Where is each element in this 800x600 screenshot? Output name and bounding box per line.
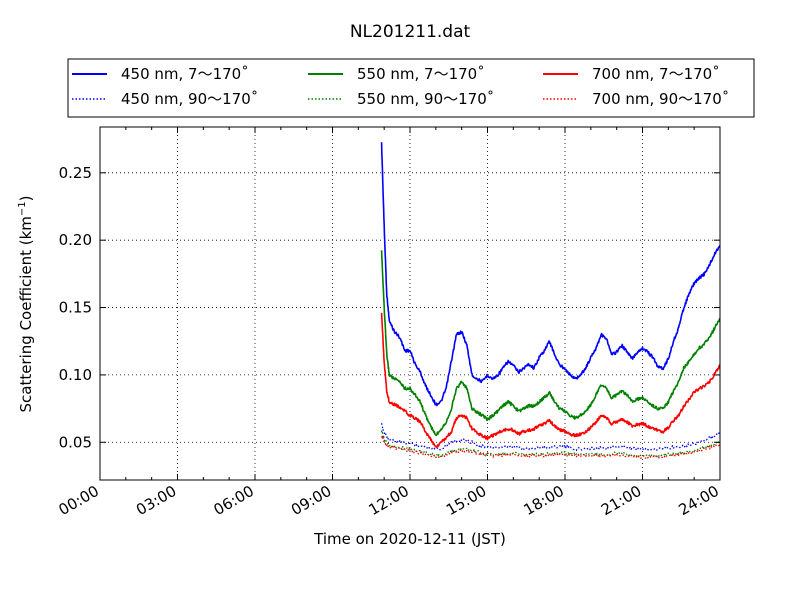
legend-label: 700 nm, 7～170˚ — [592, 65, 720, 83]
series-line — [380, 312, 721, 449]
legend: 450 nm, 7～170˚ 550 nm, 7～170˚ 700 nm, 7～17… — [67, 58, 755, 118]
series-line — [380, 423, 721, 452]
legend-frame — [67, 58, 755, 118]
series-line — [380, 250, 721, 437]
x-tick-label: 24:00 — [676, 482, 722, 519]
x-tick-label: 03:00 — [133, 482, 179, 519]
y-tick-label: 0.20 — [59, 231, 92, 249]
x-tick-label: 00:00 — [56, 482, 102, 519]
legend-label: 450 nm, 90～170˚ — [121, 90, 258, 108]
y-tick-label: 0.25 — [59, 164, 92, 182]
grid — [100, 127, 720, 480]
plot-border — [99, 126, 721, 481]
legend-label: 550 nm, 90～170˚ — [357, 90, 494, 108]
legend-label: 450 nm, 7～170˚ — [121, 65, 249, 83]
y-axis-label-close: ) — [17, 195, 35, 201]
y-tick-labels: 0.05 0.10 0.15 0.20 0.25 — [59, 164, 92, 451]
y-tick-label: 0.15 — [59, 299, 92, 317]
chart-title: NL201211.dat — [350, 22, 471, 42]
y-axis-label-main: Scattering Coefficient (km — [17, 216, 35, 412]
plot-area — [99, 126, 721, 481]
y-tick-label: 0.10 — [59, 366, 92, 384]
y-axis-label: Scattering Coefficient (km−1) — [17, 195, 35, 412]
x-axis-label: Time on 2020-12-11 (JST) — [313, 530, 506, 548]
x-tick-label: 06:00 — [211, 482, 257, 519]
legend-label: 550 nm, 7～170˚ — [357, 65, 485, 83]
x-tick-label: 21:00 — [598, 482, 644, 519]
series-line — [380, 142, 721, 407]
x-tick-labels: 00:00 03:00 06:00 09:00 12:00 15:00 18:00 21:00… — [56, 482, 722, 519]
x-tick-label: 15:00 — [443, 482, 489, 519]
x-tick-label: 12:00 — [366, 482, 412, 519]
x-tick-label: 18:00 — [521, 482, 567, 519]
series-line — [380, 430, 721, 458]
series-line — [381, 434, 721, 460]
y-tick-label: 0.05 — [59, 433, 92, 451]
legend-label: 700 nm, 90～170˚ — [592, 90, 729, 108]
y-axis-label-exponent: −1 — [17, 201, 28, 216]
series-layer — [380, 142, 721, 460]
x-tick-label: 09:00 — [288, 482, 334, 519]
